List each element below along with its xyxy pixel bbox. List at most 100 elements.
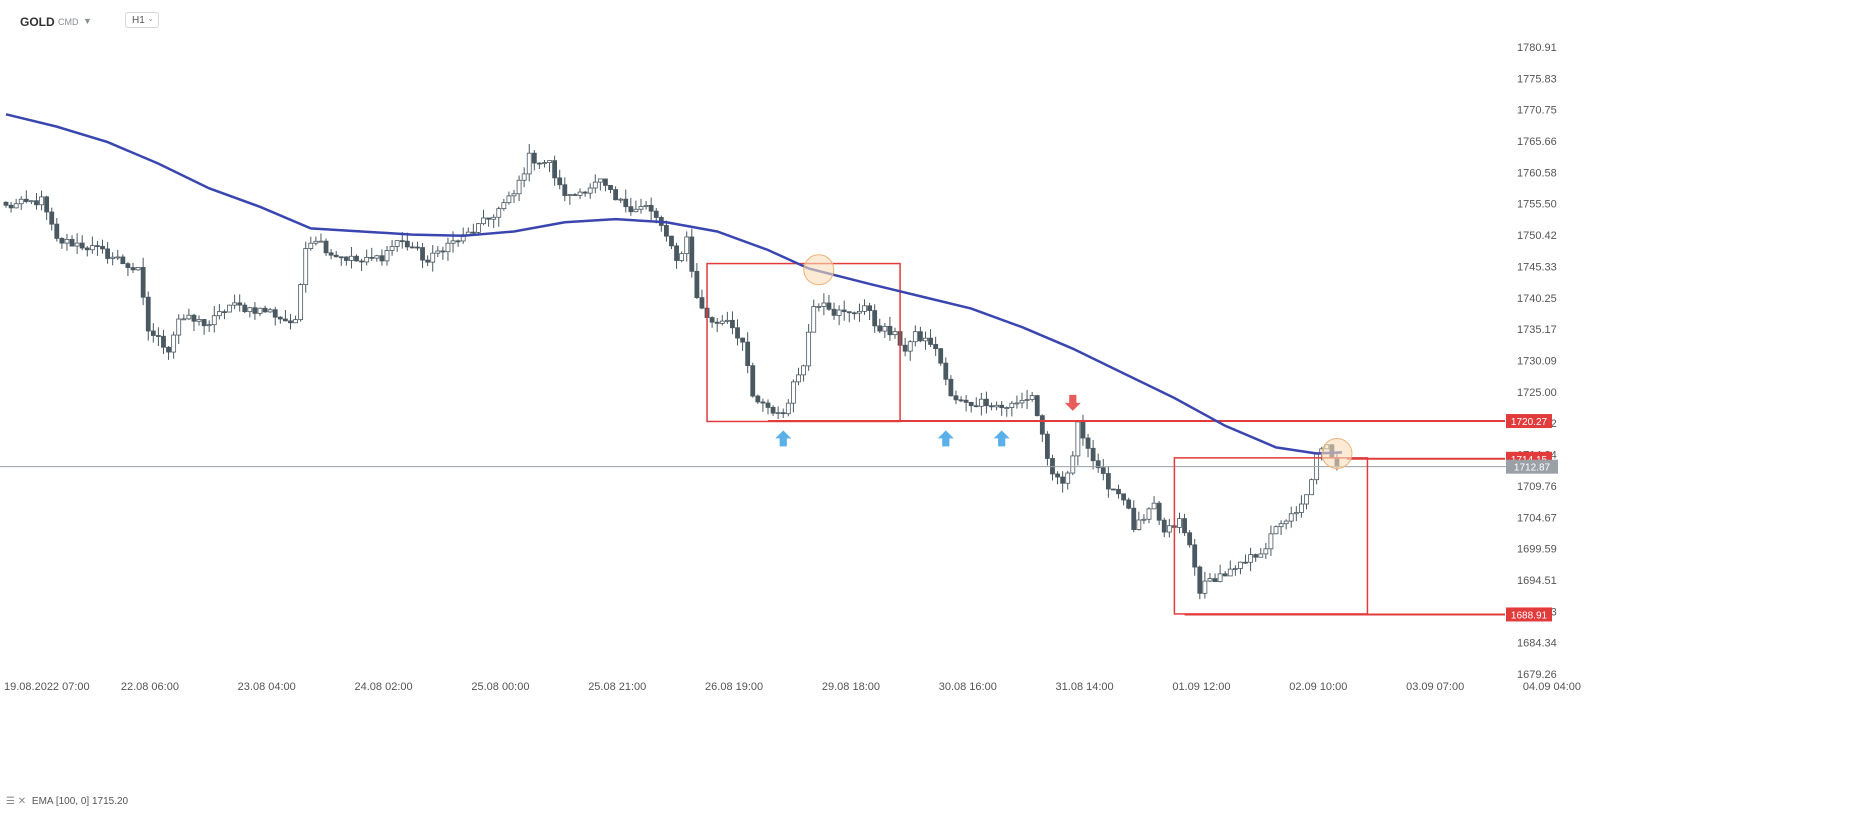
settings-close-icon[interactable]: ☰ ✕ [6, 796, 27, 807]
symbol-name[interactable]: GOLD [20, 15, 55, 29]
candle-body [1116, 488, 1121, 495]
y-tick-label: 1755.50 [1517, 199, 1557, 211]
candle-body [811, 306, 817, 333]
highlight-circle [803, 254, 835, 286]
candle-body [542, 162, 547, 164]
candle-body [323, 240, 329, 254]
timeframe-select[interactable]: H1 ⌄ [125, 12, 159, 28]
candle-body [923, 337, 928, 342]
candle-body [176, 318, 182, 336]
y-tick-label: 1704.67 [1517, 512, 1557, 524]
candle-body [867, 305, 872, 311]
candle-body [968, 401, 974, 407]
candle-body [740, 337, 745, 343]
y-tick-label: 1745.33 [1517, 261, 1557, 273]
candle-body [613, 189, 618, 201]
candle-body [282, 318, 288, 322]
candle-body [481, 217, 486, 225]
chevron-down-icon: ⌄ [147, 14, 154, 23]
candle-body [450, 240, 456, 244]
candle-body [369, 256, 375, 259]
candle-body [973, 405, 979, 408]
candle-body [557, 177, 563, 186]
candle-body [1121, 493, 1126, 501]
candle-body [1273, 526, 1279, 535]
x-tick-label: 30.08 16:00 [939, 681, 997, 693]
candle-body [1243, 561, 1248, 564]
arrow-down-icon [1062, 394, 1083, 413]
candle-body [552, 160, 558, 179]
arrow-up-icon [991, 429, 1012, 448]
candle-body [130, 267, 136, 271]
candle-body [308, 242, 314, 249]
candle-body [1156, 502, 1162, 521]
candle-body [806, 331, 812, 367]
candle-body [664, 225, 669, 237]
candle-body [948, 378, 954, 397]
candle-body [831, 308, 837, 316]
candle-body [780, 412, 786, 415]
candle-body [872, 310, 878, 327]
highlight-circle [1321, 438, 1353, 470]
candle-body [140, 267, 146, 298]
candle-body [262, 307, 268, 313]
candle-body [567, 194, 573, 196]
candle-body [623, 198, 629, 208]
pattern-box [706, 262, 901, 423]
candle-body [1253, 554, 1259, 558]
x-tick-label: 29.08 18:00 [822, 681, 880, 693]
candle-body [501, 202, 507, 210]
candle-body [1304, 494, 1309, 505]
candle-body [120, 256, 126, 265]
candle-body [912, 331, 918, 343]
candle-body [28, 200, 34, 203]
candle-body [679, 253, 685, 261]
candle-body [1288, 513, 1294, 522]
candle-body [222, 311, 227, 314]
candle-body [338, 256, 344, 259]
indicator-legend[interactable]: ☰ ✕ EMA [100, 0] 1715.20 [6, 796, 128, 807]
candle-body [333, 254, 339, 258]
candle-body [89, 245, 95, 251]
candle-body [963, 399, 969, 403]
candle-body [638, 206, 644, 210]
candle-body [994, 404, 999, 408]
candle-body [1263, 548, 1269, 555]
candle-body [938, 348, 944, 364]
candle-body [359, 260, 365, 263]
candle-body [105, 248, 110, 259]
candle-body [608, 185, 613, 190]
ema-line [5, 113, 1343, 455]
candle-body [69, 238, 75, 247]
candle-body [521, 173, 527, 181]
chevron-down-icon[interactable]: ▼ [83, 16, 92, 26]
x-tick-label: 23.08 04:00 [238, 681, 296, 693]
candle-body [1212, 578, 1218, 582]
candle-body [592, 181, 598, 189]
candle-body [8, 204, 14, 209]
candle-body [674, 245, 679, 261]
y-tick-label: 1760.58 [1517, 167, 1557, 179]
candle-body [892, 331, 898, 336]
candle-body [1227, 568, 1233, 577]
candle-body [603, 178, 608, 186]
candle-body [511, 193, 517, 197]
candle-body [415, 246, 420, 249]
candle-body [211, 315, 217, 326]
y-tick-label: 1735.17 [1517, 324, 1557, 336]
candle-body [821, 302, 827, 307]
candle-body [572, 194, 578, 196]
y-tick-label: 1740.25 [1517, 293, 1557, 305]
arrow-up-icon [935, 429, 956, 448]
candle-body [161, 335, 166, 348]
candle-body [851, 312, 857, 315]
candle-body [1187, 532, 1193, 546]
candle-body [628, 206, 634, 213]
candle-body [216, 311, 222, 317]
candle-body [633, 208, 639, 213]
indicator-params: [100, 0] [55, 796, 90, 807]
candle-body [796, 374, 801, 383]
candle-body [719, 320, 725, 324]
candle-body [785, 402, 791, 415]
